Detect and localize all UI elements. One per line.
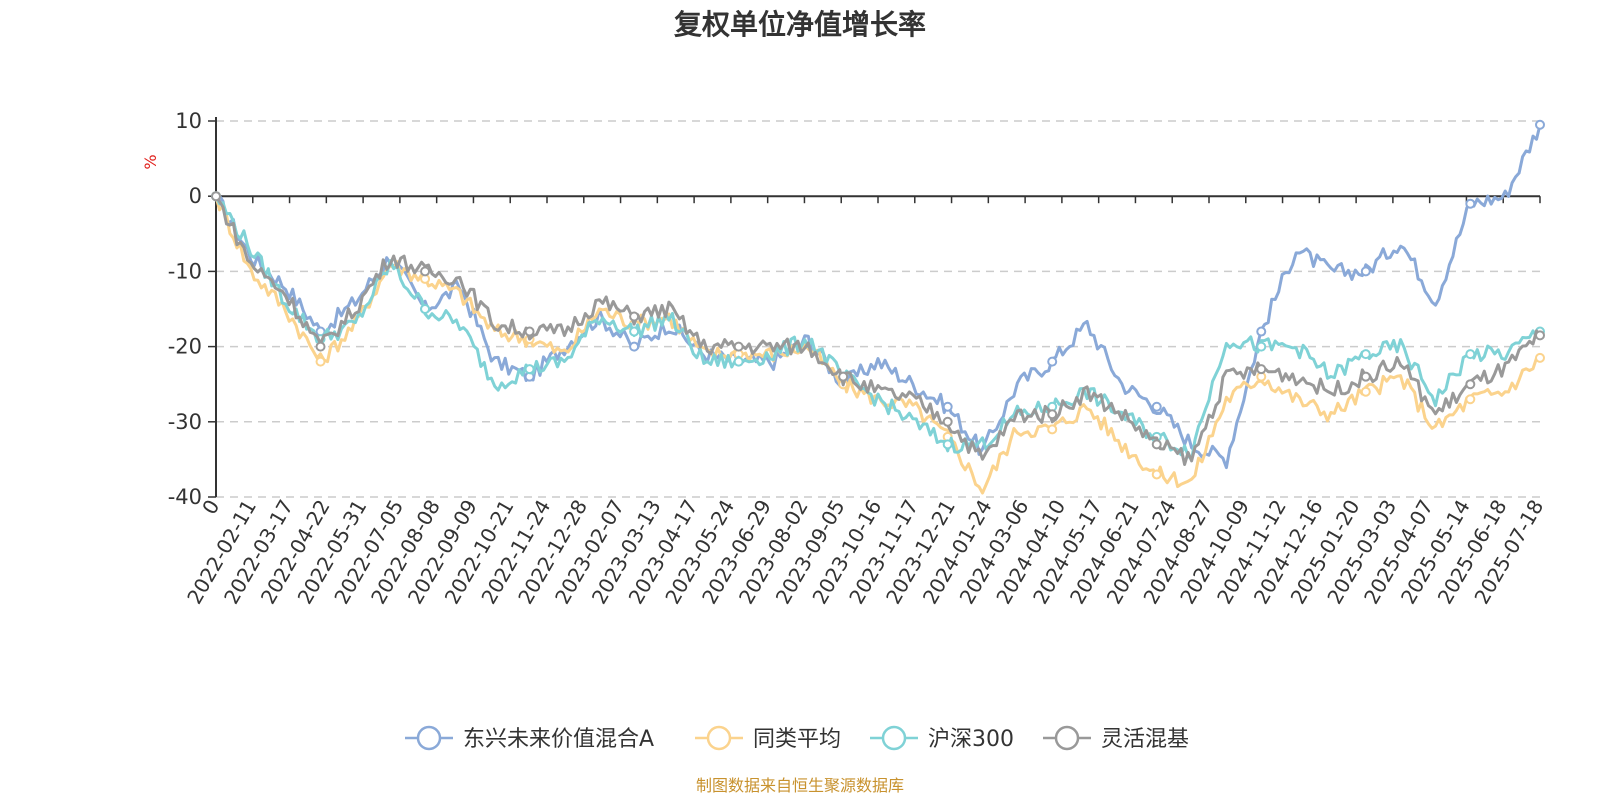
series-point	[315, 341, 326, 352]
y-tick-label: 10	[175, 109, 202, 133]
series-point	[1256, 364, 1267, 375]
series-point	[420, 266, 431, 277]
series-point	[1465, 198, 1476, 209]
legend-label: 同类平均	[753, 727, 841, 752]
legend-label: 东兴未来价值混合A	[463, 727, 654, 752]
legend-marker	[706, 725, 732, 751]
x-tick-label: 0	[197, 496, 224, 519]
series-lines	[211, 119, 1545, 495]
series-point	[629, 326, 640, 337]
series-point	[1047, 356, 1058, 367]
series-point	[420, 304, 431, 314]
legend-marker	[416, 725, 442, 751]
series-point	[1535, 119, 1545, 130]
series-point	[1535, 352, 1545, 363]
series-point	[1047, 409, 1058, 420]
series-point	[942, 401, 953, 412]
y-tick-label: -30	[168, 410, 202, 434]
grid-lines	[216, 120, 1540, 498]
series-point	[629, 341, 640, 352]
series-point	[1360, 266, 1371, 277]
y-tick-label: -20	[168, 335, 202, 359]
series-point	[733, 341, 744, 352]
legend-label: 沪深300	[928, 727, 1014, 752]
series-point	[1360, 371, 1371, 382]
series-line	[214, 195, 1542, 466]
y-tick-label: -10	[168, 259, 202, 283]
series-line	[214, 195, 1541, 495]
series-point	[1535, 330, 1545, 341]
series-point	[315, 356, 326, 367]
series-point	[1151, 401, 1162, 412]
y-tick-label: -40	[168, 485, 202, 509]
series-point	[1465, 349, 1476, 360]
series-point	[733, 356, 744, 367]
series-point	[1256, 326, 1267, 337]
series-line	[215, 124, 1542, 470]
series-point	[1256, 341, 1267, 352]
series-point	[1151, 469, 1162, 480]
legend: 东兴未来价值混合A 同类平均 沪深300 灵活混基	[405, 725, 1189, 752]
series-point	[1360, 349, 1371, 360]
legend-label: 灵活混基	[1101, 727, 1189, 752]
series-point	[524, 364, 535, 375]
data-source-note: 制图数据来自恒生聚源数据库	[696, 776, 904, 795]
series-point	[211, 191, 221, 202]
series-point	[1151, 439, 1162, 450]
series-point	[838, 371, 849, 382]
series-point	[1465, 379, 1476, 390]
series-point	[1360, 386, 1371, 397]
legend-marker	[881, 725, 907, 751]
series-point	[1047, 424, 1058, 435]
chart-title: 复权单位净值增长率	[674, 8, 926, 41]
y-axis-unit: %	[141, 154, 160, 169]
y-tick-label: 0	[189, 184, 202, 208]
legend-marker	[1054, 725, 1080, 751]
series-point	[1465, 394, 1476, 405]
series-point	[629, 311, 640, 322]
series-line	[214, 195, 1542, 461]
y-axis: 10 0 -10 -20 -30 -40	[168, 109, 217, 509]
series-point	[942, 439, 953, 450]
series-point	[524, 326, 535, 337]
series-point	[942, 416, 953, 427]
